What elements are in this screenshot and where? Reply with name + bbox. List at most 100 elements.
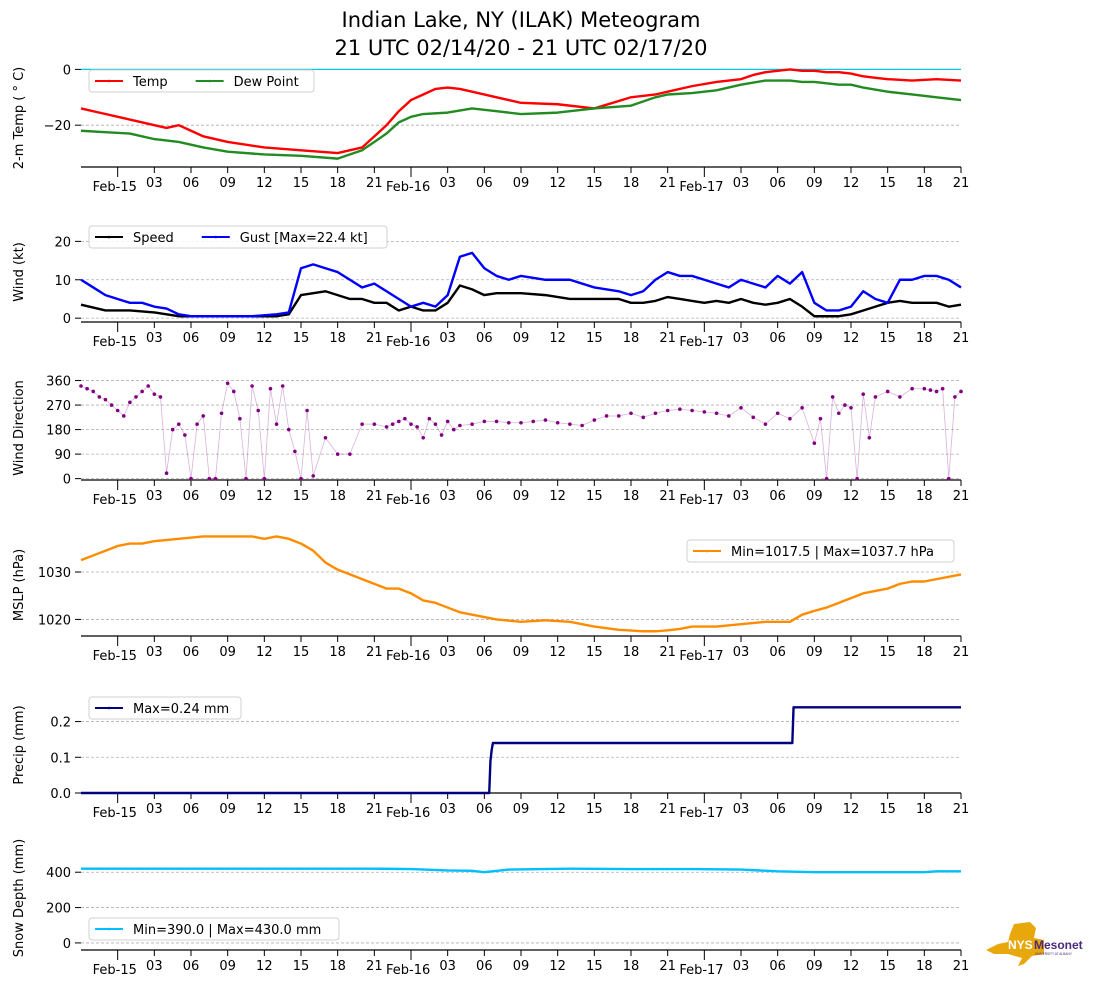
x-tick-label: 18: [329, 645, 346, 660]
legend-marker: [214, 235, 218, 239]
data-point: [739, 405, 743, 410]
x-tick-label: 09: [513, 176, 530, 191]
data-point: [128, 400, 132, 405]
x-tick-label: 15: [293, 802, 310, 817]
legend-marker: [107, 927, 111, 931]
x-tick-label: 15: [293, 959, 310, 974]
legend: Speed Gust [Max=22.4 kt]: [88, 225, 388, 249]
data-point: [390, 422, 395, 426]
y-axis-label: MSLP (hPa): [12, 549, 27, 621]
x-tick-label: 12: [549, 645, 566, 660]
ny-state-shape-icon: [986, 922, 1044, 966]
y-tick-label: 0: [63, 63, 71, 78]
x-tick-label: 12: [843, 489, 860, 504]
nys-mesonet-logo: NYS Mesonet UNIVERSITY AT ALBANY: [986, 922, 1083, 966]
x-tick-label: 21: [953, 331, 970, 346]
x-tick-label: 18: [623, 959, 640, 974]
data-point: [274, 422, 279, 426]
x-tick-label: 06: [183, 959, 200, 974]
y-tick-label: 180: [46, 424, 71, 439]
x-tick-label: 21: [659, 176, 676, 191]
x-tick-label: 03: [733, 959, 750, 974]
legend-label: Max=0.24 mm: [133, 702, 229, 717]
x-tick-label: Feb-16: [386, 335, 430, 350]
y-tick-label: 270: [46, 399, 71, 414]
x-tick-label: 03: [146, 959, 163, 974]
x-tick-label: 06: [476, 802, 493, 817]
data-point: [403, 416, 407, 421]
x-tick-label: Feb-15: [93, 493, 137, 508]
x-tick-label: 21: [366, 645, 383, 660]
x-tick-label: 15: [586, 489, 603, 504]
x-tick-label: 09: [513, 489, 530, 504]
x-tick-label: 12: [843, 802, 860, 817]
data-point: [818, 416, 823, 421]
y-tick-label: 1030: [38, 566, 71, 581]
x-tick-label: 03: [733, 802, 750, 817]
x-tick-label: 18: [623, 331, 640, 346]
x-tick-label: 15: [879, 331, 896, 346]
series-connector: [80, 382, 962, 480]
x-tick-label: 06: [769, 802, 786, 817]
data-point: [922, 386, 927, 391]
data-point: [855, 476, 859, 481]
data-point: [299, 476, 303, 481]
x-tick-label: 03: [146, 176, 163, 191]
logo-nys-text: NYS: [1008, 938, 1033, 952]
data-point: [97, 395, 102, 399]
series-line-max-0-24-mm: [81, 706, 961, 795]
data-point: [751, 415, 756, 420]
data-point: [183, 433, 187, 437]
legend-box: [686, 539, 955, 563]
x-tick-label: 03: [439, 489, 456, 504]
x-tick-label: 03: [439, 176, 456, 191]
data-point: [494, 419, 499, 424]
data-point: [433, 422, 438, 426]
data-point: [140, 389, 144, 394]
x-tick-label: 18: [329, 802, 346, 817]
data-point: [189, 476, 193, 481]
y-axis-label: 2-m Temp ( ° C): [12, 67, 27, 170]
x-tick-label: Feb-17: [679, 806, 723, 821]
data-point: [690, 408, 694, 413]
y-tick-label: −20: [44, 119, 71, 134]
x-tick-label: 18: [329, 176, 346, 191]
legend-label: Dew Point: [234, 75, 299, 90]
data-point: [372, 422, 377, 426]
legend-label: Min=1017.5 | Max=1037.7 hPa: [731, 545, 934, 560]
x-tick-label: 09: [806, 489, 823, 504]
data-point: [311, 474, 316, 478]
x-tick-label: 09: [806, 176, 823, 191]
x-tick-label: 06: [476, 176, 493, 191]
x-tick-label: 15: [293, 331, 310, 346]
series-line-min-390-0-max-430-0-mm: [81, 867, 961, 874]
data-point: [568, 422, 572, 426]
data-point: [641, 415, 646, 420]
data-point: [763, 422, 768, 426]
x-tick-label: 09: [219, 331, 236, 346]
y-axis-label: Wind (kt): [12, 242, 27, 302]
data-point: [849, 405, 853, 410]
data-point: [616, 414, 621, 418]
x-tick-label: 15: [586, 959, 603, 974]
data-point: [152, 392, 157, 396]
x-tick-label: Feb-17: [679, 963, 723, 978]
x-tick-label: 18: [916, 959, 933, 974]
data-point: [109, 403, 114, 407]
data-point: [898, 395, 902, 399]
data-point: [293, 449, 297, 454]
data-point: [250, 384, 254, 388]
x-tick-label: 06: [183, 176, 200, 191]
series-line-dew-point: [80, 79, 962, 160]
data-point: [91, 389, 96, 394]
x-tick-label: Feb-17: [679, 649, 723, 664]
x-tick-label: 21: [659, 645, 676, 660]
x-tick-label: Feb-17: [679, 335, 723, 350]
y-tick-label: 0.0: [50, 787, 71, 802]
y-tick-label: 0.2: [50, 716, 71, 731]
data-point: [427, 416, 432, 421]
data-point: [470, 422, 474, 426]
x-tick-label: Feb-16: [386, 806, 430, 821]
